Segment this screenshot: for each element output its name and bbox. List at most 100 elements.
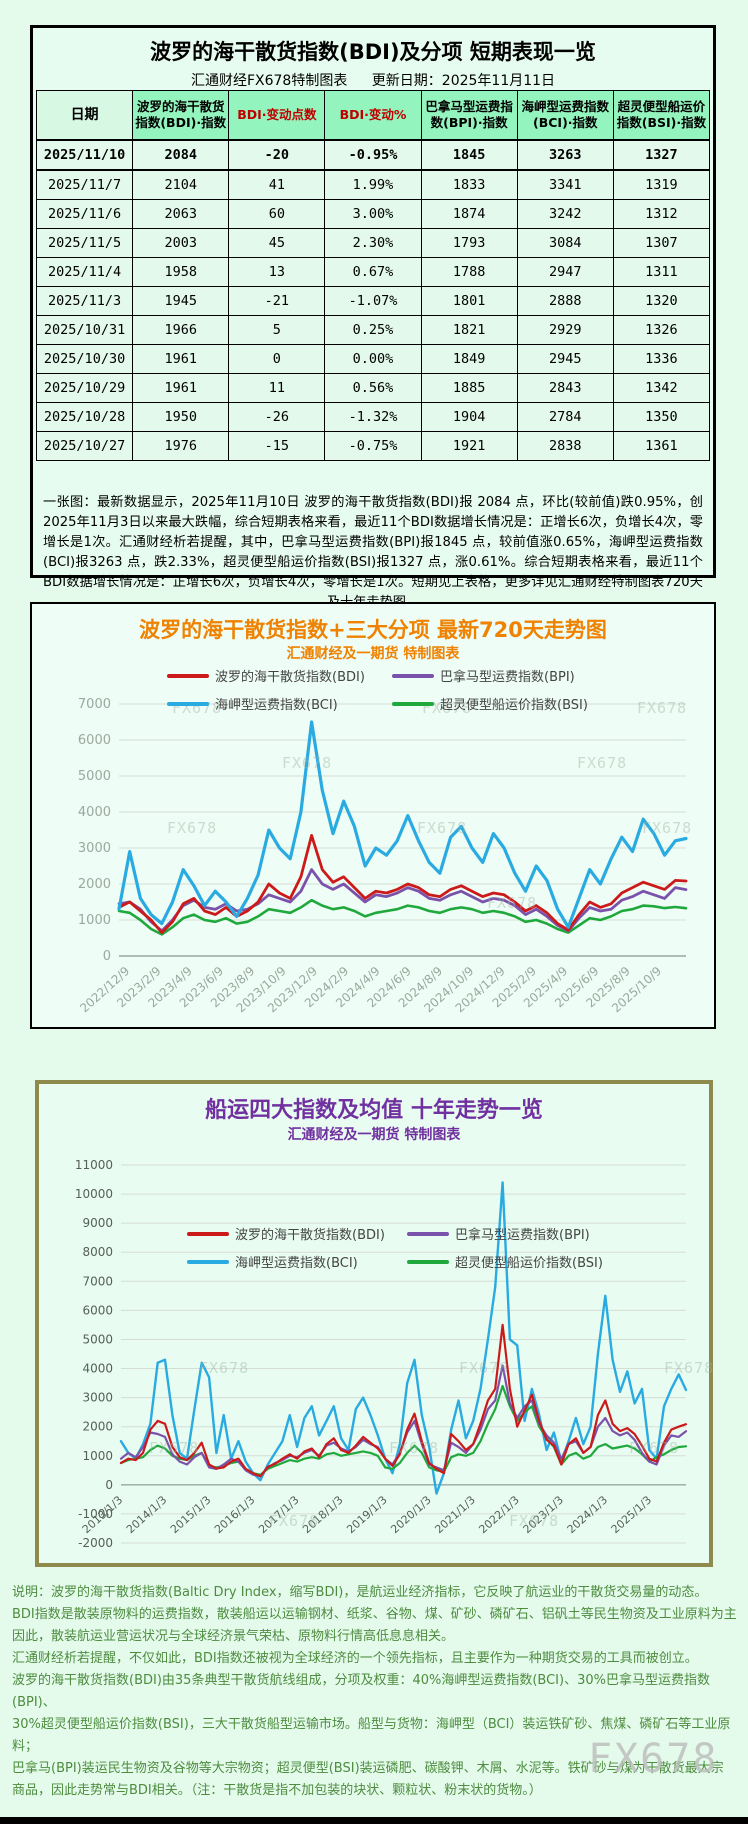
table-cell: 3084: [516, 228, 614, 258]
table-cell: -21: [228, 286, 326, 316]
bdi-line-swatch: [187, 1231, 229, 1236]
table-cell: 2025/10/29: [35, 373, 134, 403]
table-cell: 2003: [132, 228, 230, 258]
svg-text:9000: 9000: [82, 1216, 113, 1230]
bdi-table-panel: 波罗的海干散货指数(BDI)及分项 短期表现一览 汇通财经FX678特制图表 更…: [30, 25, 716, 610]
table-cell: 1327: [612, 139, 711, 171]
table-row: 2025/10/30 1961 0 0.00% 1849 2945 1336: [35, 344, 711, 374]
update-date: 更新日期：2025年11月11日: [371, 73, 556, 89]
table-cell: 3341: [516, 169, 614, 200]
table-row: 2025/10/28 1950 -26 -1.32% 1904 2784 1350: [35, 402, 711, 432]
table-cell: 2929: [516, 315, 614, 345]
legend-item-bci: 海岬型运费指数(BCI): [167, 694, 392, 713]
table-cell: 13: [228, 257, 326, 287]
bpi-line-swatch: [392, 673, 434, 678]
svg-text:4000: 4000: [82, 1362, 113, 1376]
column-header: BDI·变动%: [324, 90, 422, 141]
table-cell: 41: [228, 169, 326, 200]
table-cell: 1950: [132, 402, 230, 432]
table-row: 2025/11/3 1945 -21 -1.07% 1801 2888 1320: [35, 286, 711, 316]
chart-720d-title: 波罗的海干散货指数+三大分项 最新720天走势图: [139, 618, 607, 642]
table-cell: 2.30%: [324, 228, 422, 258]
table-cell: 45: [228, 228, 326, 258]
table-cell: 1342: [612, 373, 711, 403]
table-cell: 2025/11/5: [35, 228, 134, 258]
legend-item-bpi: 巴拿马型运费指数(BPI): [392, 666, 617, 685]
chart-720d-subtitle: 汇通财经及一期货 特制图表: [286, 646, 460, 662]
table-cell: 60: [228, 199, 326, 229]
chart-10y-panel: 船运四大指数及均值 十年走势一览 汇通财经及一期货 特制图表 波罗的海干散货指数…: [35, 1080, 713, 1567]
table-cell: -15: [228, 431, 326, 461]
footer-notes: 说明：波罗的海干散货指数(Baltic Dry Index，缩写BDI)，是航运…: [12, 1582, 738, 1802]
svg-text:2000: 2000: [78, 877, 111, 892]
table-cell: 0.25%: [324, 315, 422, 345]
table-cell: 3242: [516, 199, 614, 229]
table-cell: 2945: [516, 344, 614, 374]
legend-item-bsi: 超灵便型船运价指数(BSI): [392, 694, 617, 713]
table-row: 2025/10/27 1976 -15 -0.75% 1921 2838 1361: [35, 431, 711, 461]
note-line: 30%超灵便型船运价指数(BSI)，三大干散货船型运输市场。船型与货物：海岬型（…: [12, 1717, 731, 1754]
column-header: 海岬型运费指数 (BCI)·指数: [516, 90, 614, 141]
svg-text:0: 0: [103, 949, 111, 964]
table-cell: 1307: [612, 228, 711, 258]
table-cell: 1958: [132, 257, 230, 287]
table-cell: 1336: [612, 344, 711, 374]
table-cell: 3263: [516, 139, 614, 171]
svg-text:4000: 4000: [78, 805, 111, 820]
column-header: 超灵便型船运价 指数(BSI)·指数: [612, 90, 711, 141]
bdi-table: 日期 波罗的海干散货 指数(BDI)·指数 BDI·变动点数 BDI·变动% 巴拿马型运…: [35, 90, 711, 461]
table-cell: -0.95%: [324, 139, 422, 171]
column-header: 波罗的海干散货 指数(BDI)·指数: [132, 90, 230, 141]
bci-line-swatch: [167, 701, 209, 706]
svg-text:2021/1/3: 2021/1/3: [432, 1493, 477, 1536]
table-cell: 3.00%: [324, 199, 422, 229]
svg-text:1000: 1000: [82, 1449, 113, 1463]
table-cell: 0.00%: [324, 344, 422, 374]
table-cell: 0.56%: [324, 373, 422, 403]
bdi-line-swatch: [167, 673, 209, 678]
table-cell: 2025/10/27: [35, 431, 134, 461]
bsi-line-swatch: [392, 701, 434, 706]
legend-item-bci: 海岬型运费指数(BCI): [187, 1252, 407, 1271]
table-cell: 1312: [612, 199, 711, 229]
fx678-watermark: FX678: [588, 1736, 719, 1782]
table-cell: 1319: [612, 169, 711, 200]
table-cell: 1320: [612, 286, 711, 316]
svg-text:6000: 6000: [78, 733, 111, 748]
table-cell: 1311: [612, 257, 711, 287]
table-cell: 5: [228, 315, 326, 345]
table-cell: 2025/11/3: [35, 286, 134, 316]
svg-text:2019/1/3: 2019/1/3: [344, 1493, 389, 1536]
svg-text:8000: 8000: [82, 1245, 113, 1259]
bpi-line-swatch: [407, 1231, 449, 1236]
table-cell: -1.32%: [324, 402, 422, 432]
table-cell: 1350: [612, 402, 711, 432]
table-cell: 1874: [420, 199, 518, 229]
svg-text:2024/1/3: 2024/1/3: [565, 1493, 610, 1536]
note-line: 波罗的海干散货指数(BDI)由35条典型干散货航线组成，分项及权重：40%海岬型…: [12, 1673, 710, 1710]
table-row: 2025/10/29 1961 11 0.56% 1885 2843 1342: [35, 373, 711, 403]
legend-item-bdi: 波罗的海干散货指数(BDI): [167, 666, 392, 685]
svg-text:-1000: -1000: [78, 1507, 113, 1521]
table-cell: -1.07%: [324, 286, 422, 316]
table-cell: 2888: [516, 286, 614, 316]
table-row: 2025/11/7 2104 41 1.99% 1833 3341 1319: [35, 169, 711, 200]
legend-item-bdi: 波罗的海干散货指数(BDI): [187, 1224, 407, 1243]
table-cell: 1945: [132, 286, 230, 316]
column-header: BDI·变动点数: [228, 90, 326, 141]
svg-text:2016/1/3: 2016/1/3: [212, 1493, 257, 1536]
table-cell: 1921: [420, 431, 518, 461]
svg-text:5000: 5000: [82, 1332, 113, 1346]
table-cell: 1849: [420, 344, 518, 374]
table-cell: -0.75%: [324, 431, 422, 461]
svg-text:10000: 10000: [75, 1187, 113, 1201]
table-cell: 1788: [420, 257, 518, 287]
table-cell: 2104: [132, 169, 230, 200]
table-cell: 1326: [612, 315, 711, 345]
table-cell: 1821: [420, 315, 518, 345]
table-row: 2025/11/5 2003 45 2.30% 1793 3084 1307: [35, 228, 711, 258]
bsi-line-swatch: [407, 1259, 449, 1264]
note-line: 商品，因此走势常与BDI相关。（注：干散货是指不加包装的块状、颗粒状、粉末状的货…: [12, 1783, 542, 1798]
table-cell: 2784: [516, 402, 614, 432]
